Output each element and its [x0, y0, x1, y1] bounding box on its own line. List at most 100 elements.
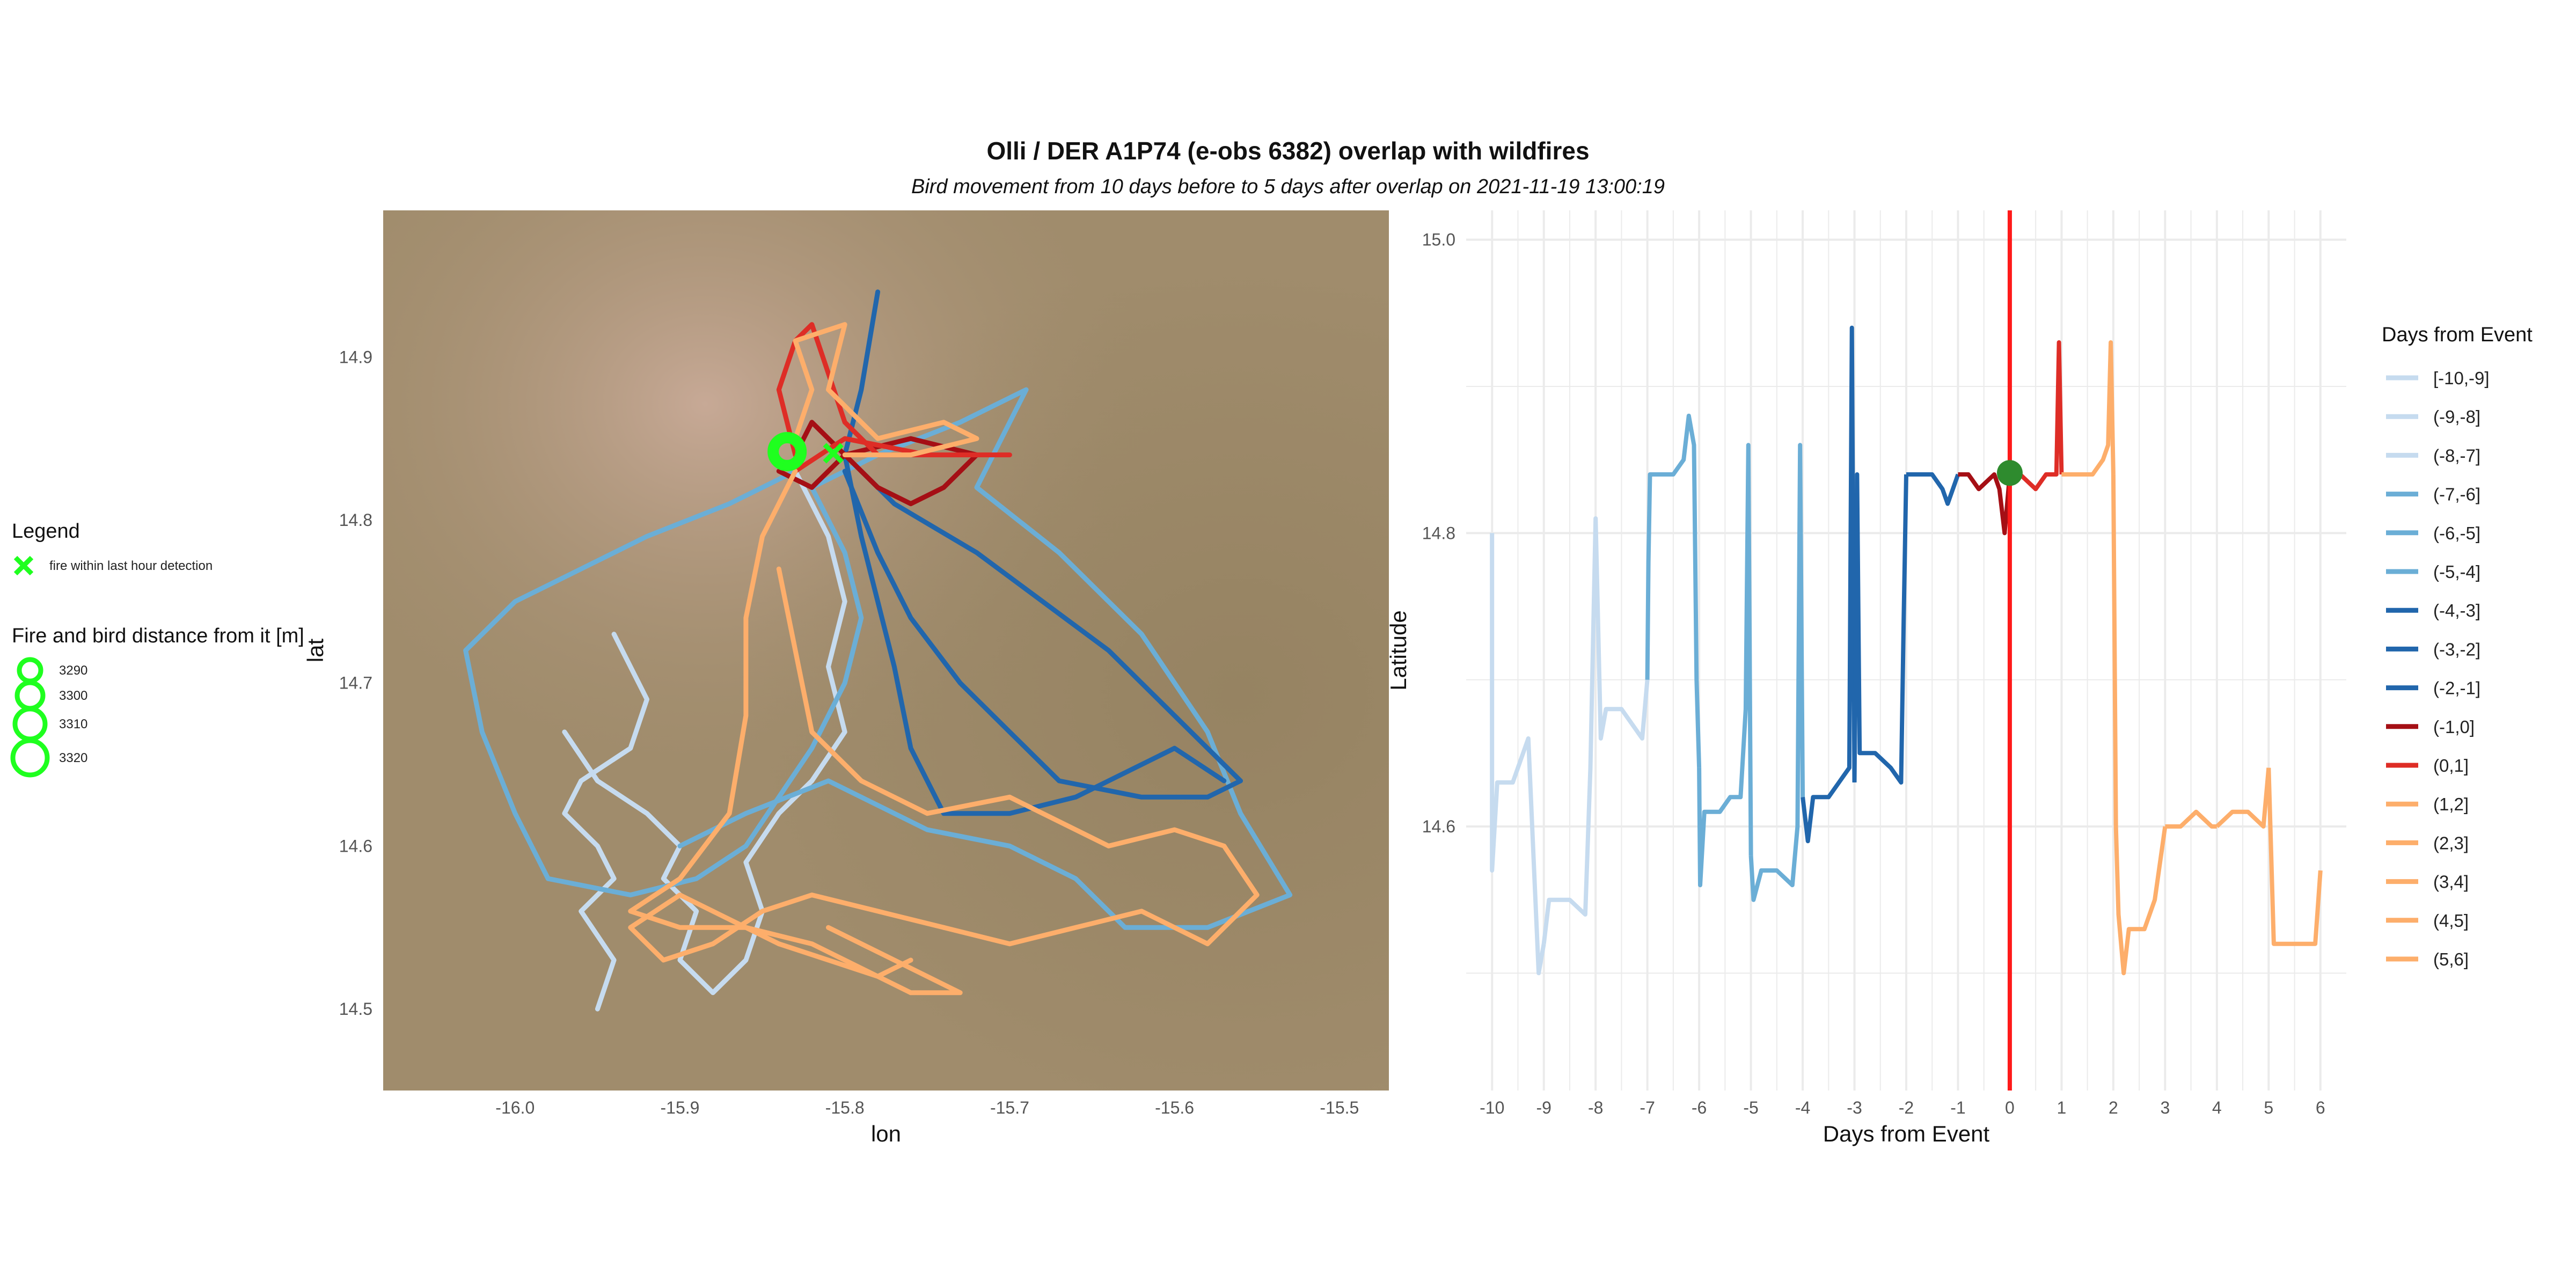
- timeseries-event-marker: [1996, 210, 2023, 1091]
- distance-legend-title: Fire and bird distance from it [m]: [12, 625, 304, 647]
- fire-distance-circle: [767, 431, 807, 471]
- days-legend-item: (1,2]: [2386, 794, 2469, 814]
- days-legend-item: (3,4]: [2386, 872, 2469, 892]
- map-x-tick-label: -15.9: [661, 1098, 700, 1117]
- days-legend-items: [-10,-9] (-9,-8] (-8,-7] (-7,-6] (-6,-5] (-5,…: [2386, 368, 2490, 969]
- map-x-tick-label: -16.0: [495, 1098, 535, 1117]
- latitude-series-line: [1630, 679, 1650, 741]
- map-track-line: [842, 289, 1243, 784]
- map-track-line: [776, 566, 1260, 947]
- timeseries-x-tick-label: 6: [2316, 1098, 2325, 1117]
- latitude-series-line: [1490, 533, 1546, 976]
- days-legend: Days from Event [-10,-9] (-9,-8] (-8,-7] (-…: [2382, 324, 2533, 969]
- timeseries-x-tick-label: 4: [2212, 1098, 2222, 1117]
- map-x-tick-label: -15.5: [1320, 1098, 1359, 1117]
- legend-label: [-10,-9]: [2433, 368, 2490, 388]
- legend-label: (-8,-7]: [2433, 445, 2480, 465]
- days-legend-item: (-9,-8]: [2386, 407, 2480, 427]
- map-y-tick-label: 14.9: [339, 347, 372, 367]
- timeseries-x-tick-label: -3: [1847, 1098, 1862, 1117]
- legend-label: (2,3]: [2433, 833, 2469, 853]
- days-legend-item: (-7,-6]: [2386, 485, 2480, 504]
- legend-label: (0,1]: [2433, 756, 2469, 775]
- legend-label: (-2,-1]: [2433, 678, 2480, 698]
- days-legend-item: (-2,-1]: [2386, 678, 2480, 698]
- timeseries-x-tick-label: -2: [1899, 1098, 1914, 1117]
- timeseries-x-tick-label: -7: [1640, 1098, 1655, 1117]
- latitude-series-line: [2266, 767, 2323, 946]
- timeseries-y-ticks: 14.6 14.8 15.0: [1422, 230, 1455, 836]
- left-legend: Legend fire within last hour detection F…: [10, 520, 304, 778]
- legend-label: (5,6]: [2433, 949, 2469, 969]
- latitude-series-line: [1958, 472, 2012, 536]
- latitude-series-line: [1541, 516, 1634, 945]
- timeseries-x-tick-label: -10: [1480, 1098, 1504, 1117]
- days-legend-item: (-5,-4]: [2386, 562, 2480, 582]
- map-tracks: [463, 289, 1293, 1012]
- timeseries-x-tick-label: 5: [2264, 1098, 2273, 1117]
- distance-label: 3300: [59, 689, 87, 703]
- map-y-tick-label: 14.5: [339, 999, 372, 1019]
- latitude-series-line: [1906, 472, 1960, 506]
- days-legend-item: (-1,0]: [2386, 717, 2475, 737]
- distance-circle-icon: [14, 680, 46, 711]
- latitude-series-line: [1801, 325, 1857, 844]
- chart-title: Olli / DER A1P74 (e-obs 6382) overlap wi…: [986, 137, 1589, 165]
- map-y-ticks: 14.5 14.6 14.7 14.8 14.9: [339, 347, 372, 1019]
- map-fire-markers: [767, 431, 844, 471]
- legend-label: (-7,-6]: [2433, 485, 2480, 504]
- map-track-line: [842, 469, 1243, 800]
- map-track-line: [842, 452, 1227, 816]
- latitude-series-line: [1852, 472, 1908, 785]
- timeseries-x-tick-label: -6: [1692, 1098, 1707, 1117]
- timeseries-x-ticks: -10 -9 -8 -7 -6 -5 -4 -3 -2 -1 0 1 2 3 4 5 6: [1480, 1098, 2325, 1117]
- legend-label: (-3,-2]: [2433, 639, 2480, 659]
- timeseries-x-axis-label: Days from Event: [1823, 1121, 1990, 1146]
- legend-label: (1,2]: [2433, 794, 2469, 814]
- latitude-series-line: [1697, 443, 1753, 888]
- days-legend-item: (4,5]: [2386, 911, 2469, 931]
- timeseries-y-tick-label: 14.6: [1422, 817, 1455, 836]
- event-point: [1996, 460, 2023, 486]
- legend-label: (-1,0]: [2433, 717, 2475, 737]
- distance-label: 3290: [59, 663, 87, 678]
- map-track-line: [776, 925, 963, 996]
- satellite-dark-area: [383, 210, 1389, 1091]
- chart-subtitle: Bird movement from 10 days before to 5 d…: [911, 175, 1665, 198]
- map-x-tick-label: -15.6: [1155, 1098, 1194, 1117]
- timeseries-x-tick-label: -1: [1950, 1098, 1965, 1117]
- timeseries-x-tick-label: 2: [2109, 1098, 2118, 1117]
- map-x-ticks: -16.0 -15.9 -15.8 -15.7 -15.6 -15.5: [495, 1098, 1359, 1117]
- legend-label: (3,4]: [2433, 872, 2469, 892]
- timeseries-x-tick-label: 1: [2057, 1098, 2067, 1117]
- map-x-axis-label: lon: [871, 1121, 901, 1146]
- map-y-tick-label: 14.6: [339, 836, 372, 855]
- map-track-line: [628, 469, 913, 979]
- latitude-series-line: [2061, 340, 2116, 477]
- fire-detection-marker: [823, 443, 844, 464]
- timeseries-y-axis-label: Latitude: [1386, 610, 1411, 690]
- latitude-series-line: [1645, 413, 1702, 768]
- distance-label: 3320: [59, 751, 87, 765]
- latitude-series-line: [2215, 767, 2271, 829]
- map-y-tick-label: 14.8: [339, 510, 372, 530]
- legend-label: (-4,-3]: [2433, 601, 2480, 620]
- timeseries-x-tick-label: -4: [1795, 1098, 1810, 1117]
- days-legend-item: (0,1]: [2386, 756, 2469, 775]
- map-x-tick-label: -15.7: [990, 1098, 1029, 1117]
- legend-fire-label: fire within last hour detection: [49, 559, 213, 573]
- timeseries-x-tick-label: -5: [1743, 1098, 1758, 1117]
- days-legend-item: (-8,-7]: [2386, 445, 2480, 465]
- legend-title: Legend: [12, 520, 80, 543]
- map-track-line: [463, 469, 798, 881]
- days-legend-item: [-10,-9]: [2386, 368, 2490, 388]
- map-x-tick-label: -15.8: [825, 1098, 865, 1117]
- days-legend-item: (-3,-2]: [2386, 639, 2480, 659]
- days-legend-item: (2,3]: [2386, 833, 2469, 853]
- timeseries-x-tick-label: 3: [2160, 1098, 2170, 1117]
- map-track-line: [628, 892, 946, 963]
- timeseries-panel: -10 -9 -8 -7 -6 -5 -4 -3 -2 -1 0 1 2 3 4 5 6 14.614.815.…: [1386, 210, 2346, 1146]
- map-panel: -16.0 -15.9 -15.8 -15.7 -15.6 -15.5 14.5 14.6 1…: [303, 210, 1389, 1146]
- legend-label: (-6,-5]: [2433, 523, 2480, 543]
- legend-label: (-5,-4]: [2433, 562, 2480, 582]
